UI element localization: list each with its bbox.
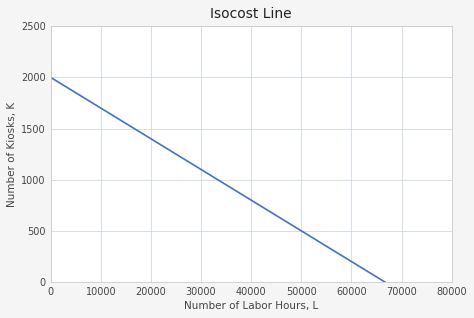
Y-axis label: Number of Kiosks, K: Number of Kiosks, K xyxy=(7,101,17,207)
X-axis label: Number of Labor Hours, L: Number of Labor Hours, L xyxy=(184,301,319,311)
Title: Isocost Line: Isocost Line xyxy=(210,7,292,21)
